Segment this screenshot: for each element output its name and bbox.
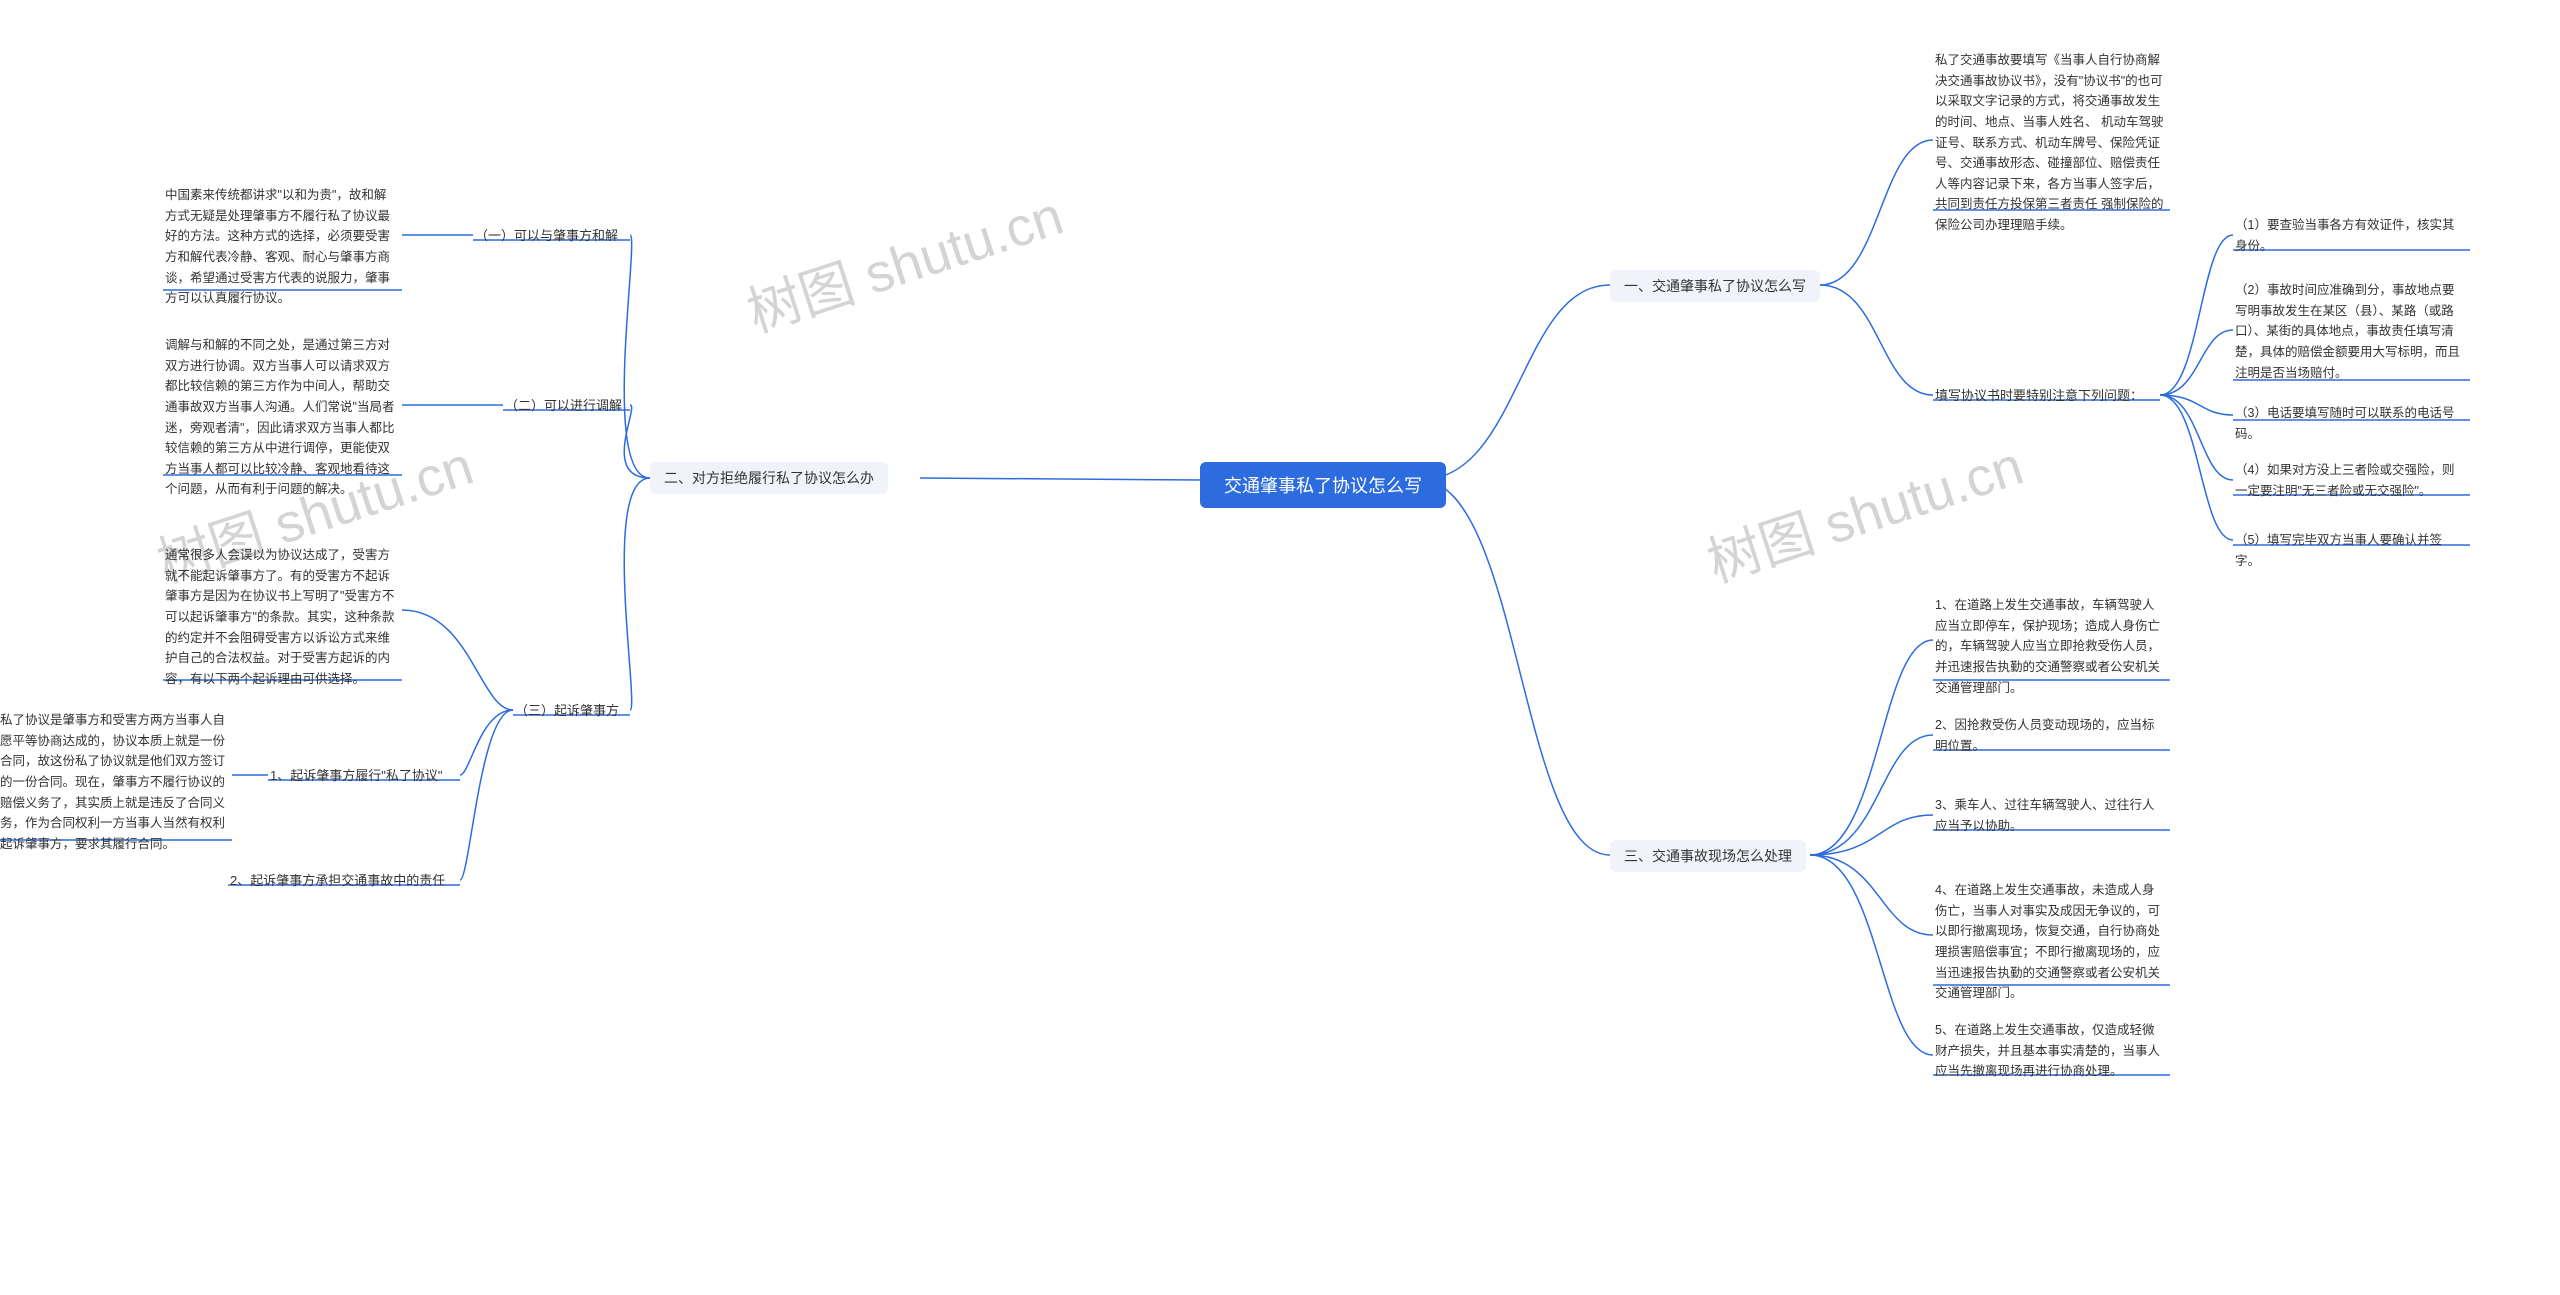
watermark: 树图 shutu.cn [1696,421,2032,597]
text-block: 私了交通事故要填写《当事人自行协商解决交通事故协议书》，没有"协议书"的也可以采… [1935,50,2165,236]
text-block: （2）事故时间应准确到分，事故地点要写明事故发生在某区（县）、某路（或路口）、某… [2235,280,2465,383]
text-block: （1）要查验当事各方有效证件，核实其身份。 [2235,215,2465,256]
sub-node: （三）起诉肇事方 [515,700,619,719]
text-block: （5）填写完毕双方当事人要确认并签字。 [2235,530,2465,571]
sub-node: 2、起诉肇事方承担交通事故中的责任 [230,870,445,889]
text-block: 5、在道路上发生交通事故，仅造成轻微财产损失，并且基本事实清楚的，当事人应当先撤… [1935,1020,2165,1082]
sub-node: 1、起诉肇事方履行"私了协议" [270,765,442,784]
text-block: 私了协议是肇事方和受害方两方当事人自愿平等协商达成的，协议本质上就是一份合同，故… [0,710,230,854]
center-node: 交通肇事私了协议怎么写 [1200,462,1446,508]
text-block: 调解与和解的不同之处，是通过第三方对双方进行协调。双方当事人可以请求双方都比较信… [165,335,395,500]
sub-node: 填写协议书时要特别注意下列问题： [1935,385,2143,404]
branch-node-l2: 二、对方拒绝履行私了协议怎么办 [650,462,888,494]
sub-node: （二）可以进行调解 [505,395,622,414]
text-block: 1、在道路上发生交通事故，车辆驾驶人应当立即停车，保护现场；造成人身伤亡的，车辆… [1935,595,2165,698]
text-block: 2、因抢救受伤人员变动现场的，应当标明位置。 [1935,715,2165,756]
branch-node-r3: 三、交通事故现场怎么处理 [1610,840,1806,872]
text-block: 通常很多人会误以为协议达成了，受害方就不能起诉肇事方了。有的受害方不起诉肇事方是… [165,545,395,689]
sub-node: （一）可以与肇事方和解 [475,225,618,244]
text-block: （4）如果对方没上三者险或交强险，则一定要注明"无三者险或无交强险"。 [2235,460,2465,501]
text-block: （3）电话要填写随时可以联系的电话号码。 [2235,403,2465,444]
watermark: 树图 shutu.cn [736,171,1072,347]
text-block: 4、在道路上发生交通事故，未造成人身伤亡，当事人对事实及成因无争议的，可以即行撤… [1935,880,2165,1004]
text-block: 3、乘车人、过往车辆驾驶人、过往行人应当予以协助。 [1935,795,2165,836]
branch-node-r1: 一、交通肇事私了协议怎么写 [1610,270,1820,302]
text-block: 中国素来传统都讲求"以和为贵"，故和解方式无疑是处理肇事方不履行私了协议最好的方… [165,185,395,309]
